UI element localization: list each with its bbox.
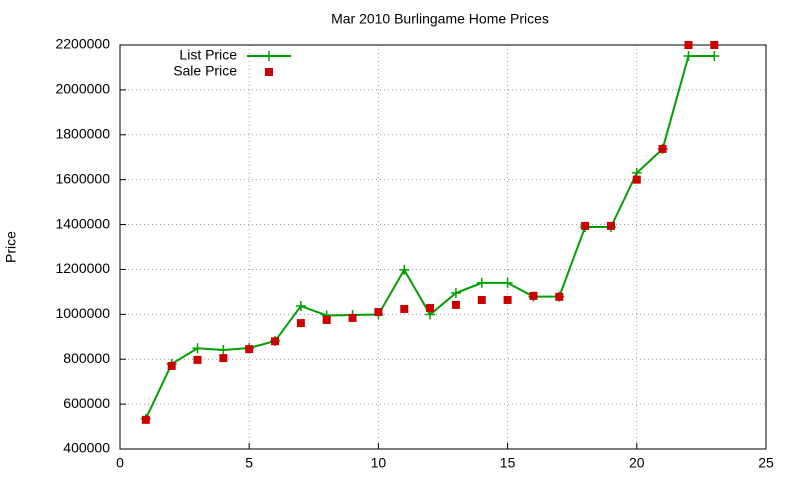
point <box>322 315 331 324</box>
y-tick-label: 1200000 <box>55 260 110 276</box>
series-line <box>144 54 715 420</box>
point <box>450 288 461 299</box>
y-tick-label: 800000 <box>63 350 110 366</box>
x-tick-label: 25 <box>758 455 774 471</box>
x-tick-label: 5 <box>245 455 253 471</box>
point <box>141 415 150 424</box>
legend-label: Sale Price <box>173 63 237 79</box>
y-tick-label: 1600000 <box>55 170 110 186</box>
y-axis-label: Price <box>3 231 19 263</box>
point <box>476 277 487 288</box>
point <box>451 300 460 309</box>
y-tick-label: 1000000 <box>55 305 110 321</box>
point <box>683 50 694 61</box>
point <box>218 345 229 356</box>
point <box>296 319 305 328</box>
point <box>502 277 513 288</box>
legend-label: List Price <box>179 47 237 63</box>
point <box>192 343 203 354</box>
point <box>399 264 410 275</box>
point <box>295 301 306 312</box>
y-tick-label: 600000 <box>63 395 110 411</box>
point <box>684 41 693 49</box>
point <box>348 313 357 322</box>
point <box>529 291 538 300</box>
chart-title: Mar 2010 Burlingame Home Prices <box>331 11 549 27</box>
point <box>632 175 641 184</box>
point <box>555 292 564 301</box>
x-tick-label: 10 <box>371 455 387 471</box>
x-tick-label: 0 <box>116 455 124 471</box>
point <box>167 361 176 370</box>
y-tick-label: 2000000 <box>55 81 110 97</box>
y-tick-label: 1800000 <box>55 125 110 141</box>
point <box>271 337 280 346</box>
point <box>426 304 435 313</box>
point <box>219 354 228 363</box>
point <box>710 41 719 49</box>
y-tick-label: 2200000 <box>55 36 110 52</box>
point <box>193 355 202 364</box>
point <box>477 295 486 304</box>
point <box>606 221 615 230</box>
point <box>581 221 590 230</box>
point <box>400 304 409 313</box>
point <box>245 345 254 354</box>
x-tick-label: 20 <box>629 455 645 471</box>
point <box>374 308 383 317</box>
y-tick-label: 1400000 <box>55 215 110 231</box>
x-tick-label: 15 <box>500 455 516 471</box>
point <box>709 50 720 61</box>
plot-border <box>119 44 767 450</box>
point <box>658 144 667 153</box>
legend-swatch <box>264 51 274 61</box>
point <box>503 295 512 304</box>
legend-swatch <box>265 68 273 76</box>
y-tick-label: 400000 <box>63 440 110 456</box>
